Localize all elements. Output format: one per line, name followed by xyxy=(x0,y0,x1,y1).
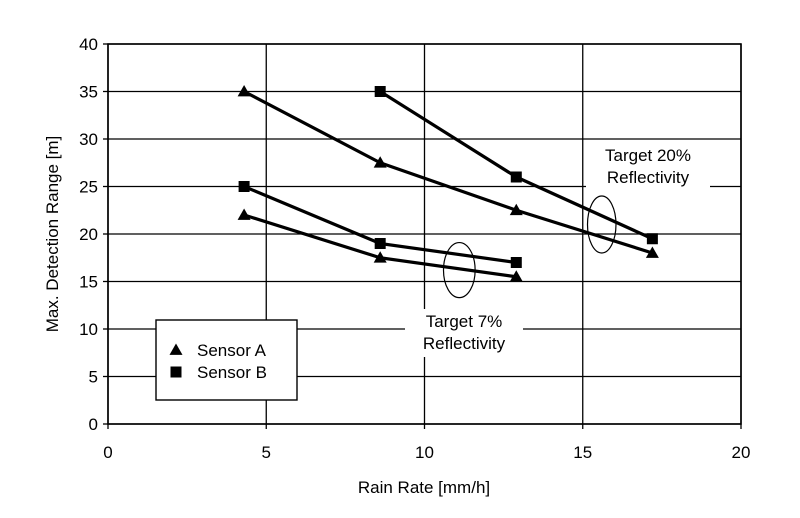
data-point xyxy=(237,85,251,97)
series-line xyxy=(243,185,517,265)
legend-box xyxy=(155,319,298,401)
y-tick-label: 10 xyxy=(79,320,98,339)
y-tick-label: 20 xyxy=(79,225,98,244)
legend-label: Sensor A xyxy=(197,341,267,360)
y-tick-label: 0 xyxy=(89,415,98,434)
legend-marker xyxy=(170,366,182,378)
series-2 xyxy=(374,86,658,245)
x-tick-label: 15 xyxy=(573,443,592,462)
grid xyxy=(103,43,742,429)
annotation-text: Reflectivity xyxy=(607,168,690,187)
annotation-text: Target 20% xyxy=(605,146,691,165)
x-tick-label: 20 xyxy=(732,443,751,462)
y-tick-label: 35 xyxy=(79,83,98,102)
legend-label: Sensor B xyxy=(197,363,267,382)
y-tick-label: 5 xyxy=(89,368,98,387)
annotation-box xyxy=(586,143,710,191)
y-tick-label: 15 xyxy=(79,273,98,292)
data-point xyxy=(510,171,522,183)
data-point xyxy=(373,251,387,263)
annotation-ellipse xyxy=(586,195,617,254)
y-tick-label: 25 xyxy=(79,178,98,197)
x-axis-label: Rain Rate [mm/h] xyxy=(358,478,490,497)
x-tick-label: 10 xyxy=(415,443,434,462)
data-point xyxy=(238,181,250,192)
data-point xyxy=(374,238,386,249)
annotation-text: Target 7% xyxy=(426,312,503,331)
data-point xyxy=(645,246,659,258)
data-point xyxy=(509,270,523,282)
series-4 xyxy=(238,181,522,268)
annotation-ellipse xyxy=(442,241,476,299)
annotation-box xyxy=(405,309,523,357)
y-tick-label: 30 xyxy=(79,130,98,149)
data-point xyxy=(510,257,522,268)
x-tick-label: 0 xyxy=(103,443,112,462)
data-point xyxy=(509,203,523,216)
legend-marker xyxy=(169,343,183,355)
annotations: Target 20% Reflectivity Target 7% Reflectiv… xyxy=(405,143,710,357)
y-axis-label: Max. Detection Range [m] xyxy=(43,136,62,333)
data-point xyxy=(646,233,658,245)
tick-labels: 0 5 10 15 20 25 30 35 40 0 5 10 15 20 xyxy=(79,35,750,462)
data-point xyxy=(373,156,387,168)
annotation-text: Reflectivity xyxy=(423,334,506,353)
series xyxy=(237,85,659,282)
y-tick-label: 40 xyxy=(79,35,98,54)
legend: Sensor A Sensor B xyxy=(155,319,298,401)
series-3 xyxy=(237,208,523,282)
x-tick-label: 5 xyxy=(262,443,271,462)
data-point xyxy=(237,208,251,220)
data-point xyxy=(374,86,386,97)
series-line xyxy=(243,90,653,255)
series-1 xyxy=(237,85,659,258)
